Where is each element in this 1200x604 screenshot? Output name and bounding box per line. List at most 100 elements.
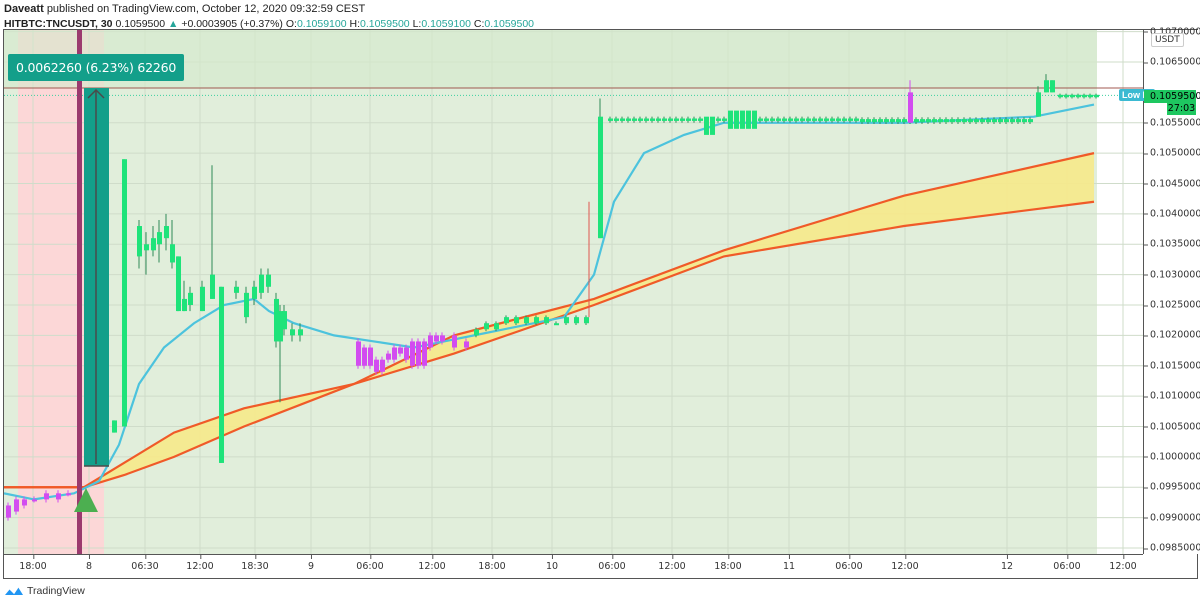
price-tick: 0.1055000 <box>1143 117 1200 129</box>
candle <box>728 110 733 129</box>
time-tick: 18:00 <box>714 555 742 572</box>
price-tick: 0.1010000 <box>1143 390 1200 402</box>
candle <box>722 118 727 121</box>
candle <box>544 317 549 324</box>
candle <box>266 274 271 287</box>
candle <box>164 226 169 239</box>
candle <box>386 353 391 360</box>
price-tick: 0.1015000 <box>1143 360 1200 372</box>
tradingview-logo: TradingView <box>4 585 85 597</box>
high-value: 0.1059500 <box>360 18 410 30</box>
candle <box>170 244 175 263</box>
candle <box>534 317 539 324</box>
candle <box>1082 94 1087 98</box>
candle <box>734 110 739 129</box>
price-axis[interactable]: 0.1070000 0.1065000 0.1055000 0.1050000 0.10… <box>1143 26 1200 554</box>
candle <box>176 256 181 312</box>
candle <box>650 118 655 121</box>
candle <box>1070 94 1075 98</box>
candle <box>752 110 757 129</box>
candle <box>788 118 793 121</box>
candle <box>1076 94 1081 98</box>
candle <box>22 499 27 506</box>
close-label: C: <box>473 18 485 30</box>
candle <box>137 226 142 257</box>
candle <box>626 118 631 121</box>
price-tick: 0.0990000 <box>1143 512 1200 524</box>
cloud-lower-line <box>4 200 1095 489</box>
price-tick: 0.1070000 <box>1143 26 1200 38</box>
time-tick: 06:00 <box>598 555 626 572</box>
candle <box>1044 80 1049 93</box>
candle <box>818 118 823 121</box>
candle-big-bull <box>122 159 127 427</box>
price-tick: 0.1045000 <box>1143 178 1200 189</box>
candle <box>484 323 489 330</box>
time-axis[interactable]: 18:00 8 06:30 12:00 18:30 9 06:00 12:00 18:00 10 0… <box>4 554 1143 578</box>
time-tick: 12 <box>1000 555 1014 572</box>
candle <box>1022 119 1027 123</box>
candle <box>902 119 907 123</box>
candle <box>890 119 895 123</box>
candle <box>434 335 439 342</box>
candle <box>848 118 853 121</box>
time-tick: 11 <box>782 555 796 572</box>
candle <box>692 118 697 121</box>
candle-spike <box>908 92 913 123</box>
time-tick: 18:30 <box>241 555 269 572</box>
candle <box>514 317 519 324</box>
candle <box>608 118 613 121</box>
candle <box>474 329 479 336</box>
chart-plot-area[interactable] <box>4 30 1143 554</box>
candle <box>872 119 877 123</box>
last-price-label: 0.1059500 <box>1144 90 1200 103</box>
candle <box>259 274 264 293</box>
time-tick: 06:00 <box>356 555 384 572</box>
candle <box>698 118 703 121</box>
candle <box>842 118 847 121</box>
candle <box>151 238 156 251</box>
time-tick: 18:00 <box>19 555 47 572</box>
time-tick: 9 <box>307 555 315 572</box>
last-value: 0.1059500 <box>115 18 166 30</box>
candle <box>836 118 841 121</box>
measure-tool-label: 0.0062260 (6.23%) 62260 <box>8 54 185 81</box>
candle <box>1094 94 1099 98</box>
candle <box>554 323 559 326</box>
candle <box>1004 119 1009 123</box>
candle <box>806 118 811 121</box>
candle <box>404 347 409 360</box>
candle <box>182 298 187 312</box>
candle <box>6 505 11 518</box>
bar-countdown: 27:03 <box>1167 103 1196 115</box>
time-tick: 12:00 <box>186 555 214 572</box>
price-tick: 0.1000000 <box>1143 451 1200 463</box>
candle <box>950 119 955 123</box>
candle <box>252 286 257 299</box>
price-tick: 0.1025000 <box>1143 299 1200 311</box>
time-tick: 06:00 <box>1053 555 1081 572</box>
candle <box>524 317 529 324</box>
candle <box>704 116 709 135</box>
candle <box>416 341 421 366</box>
candle <box>926 119 931 123</box>
candle <box>992 119 997 123</box>
candle <box>782 118 787 121</box>
candle <box>686 118 691 121</box>
measure-band <box>4 30 1097 88</box>
candle-breakout <box>598 116 603 239</box>
candle <box>144 244 149 251</box>
price-tick: 0.1050000 <box>1143 147 1200 159</box>
candle <box>290 329 295 336</box>
candle <box>794 118 799 121</box>
candle <box>282 311 287 330</box>
candle <box>440 335 445 342</box>
price-chart[interactable] <box>4 30 1143 554</box>
price-tick: 0.1065000 <box>1143 56 1200 68</box>
candle <box>362 347 367 366</box>
candle <box>200 286 205 312</box>
candle <box>14 499 19 512</box>
low-value: 0.1059100 <box>421 18 471 30</box>
price-tick: 0.1020000 <box>1143 329 1200 341</box>
future-area <box>1097 30 1143 554</box>
